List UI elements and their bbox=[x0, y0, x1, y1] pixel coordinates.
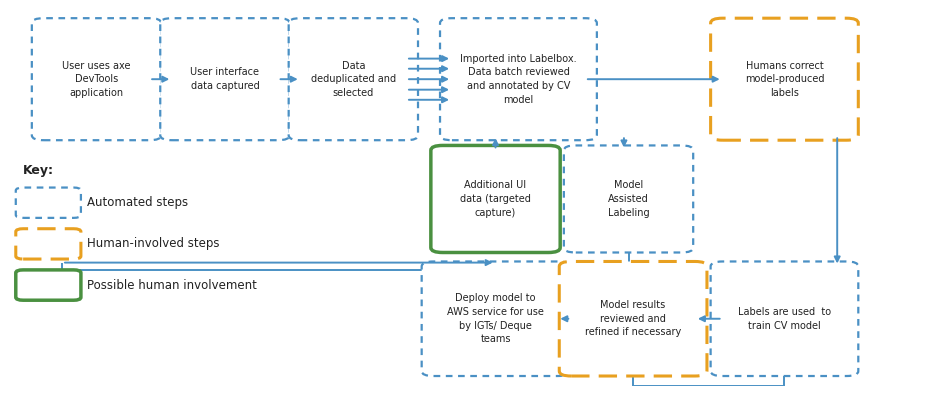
FancyBboxPatch shape bbox=[710, 262, 858, 376]
Text: User interface
data captured: User interface data captured bbox=[190, 67, 259, 91]
Text: Model
Assisted
Labeling: Model Assisted Labeling bbox=[607, 180, 650, 217]
Text: Model results
reviewed and
refined if necessary: Model results reviewed and refined if ne… bbox=[585, 300, 681, 337]
Text: Labels are used  to
train CV model: Labels are used to train CV model bbox=[738, 307, 831, 331]
FancyBboxPatch shape bbox=[422, 262, 569, 376]
FancyBboxPatch shape bbox=[16, 188, 80, 218]
FancyBboxPatch shape bbox=[710, 18, 858, 140]
Text: Humans correct
model-produced
labels: Humans correct model-produced labels bbox=[745, 61, 825, 98]
FancyBboxPatch shape bbox=[560, 262, 707, 376]
FancyBboxPatch shape bbox=[16, 229, 80, 259]
FancyBboxPatch shape bbox=[563, 145, 694, 253]
Text: Deploy model to
AWS service for use
by IGTs/ Deque
teams: Deploy model to AWS service for use by I… bbox=[447, 294, 544, 344]
Text: Key:: Key: bbox=[23, 164, 54, 177]
FancyBboxPatch shape bbox=[440, 18, 597, 140]
Text: User uses axe
DevTools
application: User uses axe DevTools application bbox=[63, 61, 131, 98]
FancyBboxPatch shape bbox=[32, 18, 161, 140]
FancyBboxPatch shape bbox=[288, 18, 418, 140]
FancyBboxPatch shape bbox=[160, 18, 289, 140]
Text: Imported into Labelbox.
Data batch reviewed
and annotated by CV
model: Imported into Labelbox. Data batch revie… bbox=[461, 54, 577, 104]
FancyBboxPatch shape bbox=[431, 145, 560, 253]
Text: Additional UI
data (targeted
capture): Additional UI data (targeted capture) bbox=[461, 180, 531, 217]
Text: Automated steps: Automated steps bbox=[87, 196, 188, 209]
Text: Human-involved steps: Human-involved steps bbox=[87, 238, 220, 250]
Text: Data
deduplicated and
selected: Data deduplicated and selected bbox=[311, 61, 396, 98]
Text: Possible human involvement: Possible human involvement bbox=[87, 279, 257, 292]
FancyBboxPatch shape bbox=[16, 270, 80, 300]
